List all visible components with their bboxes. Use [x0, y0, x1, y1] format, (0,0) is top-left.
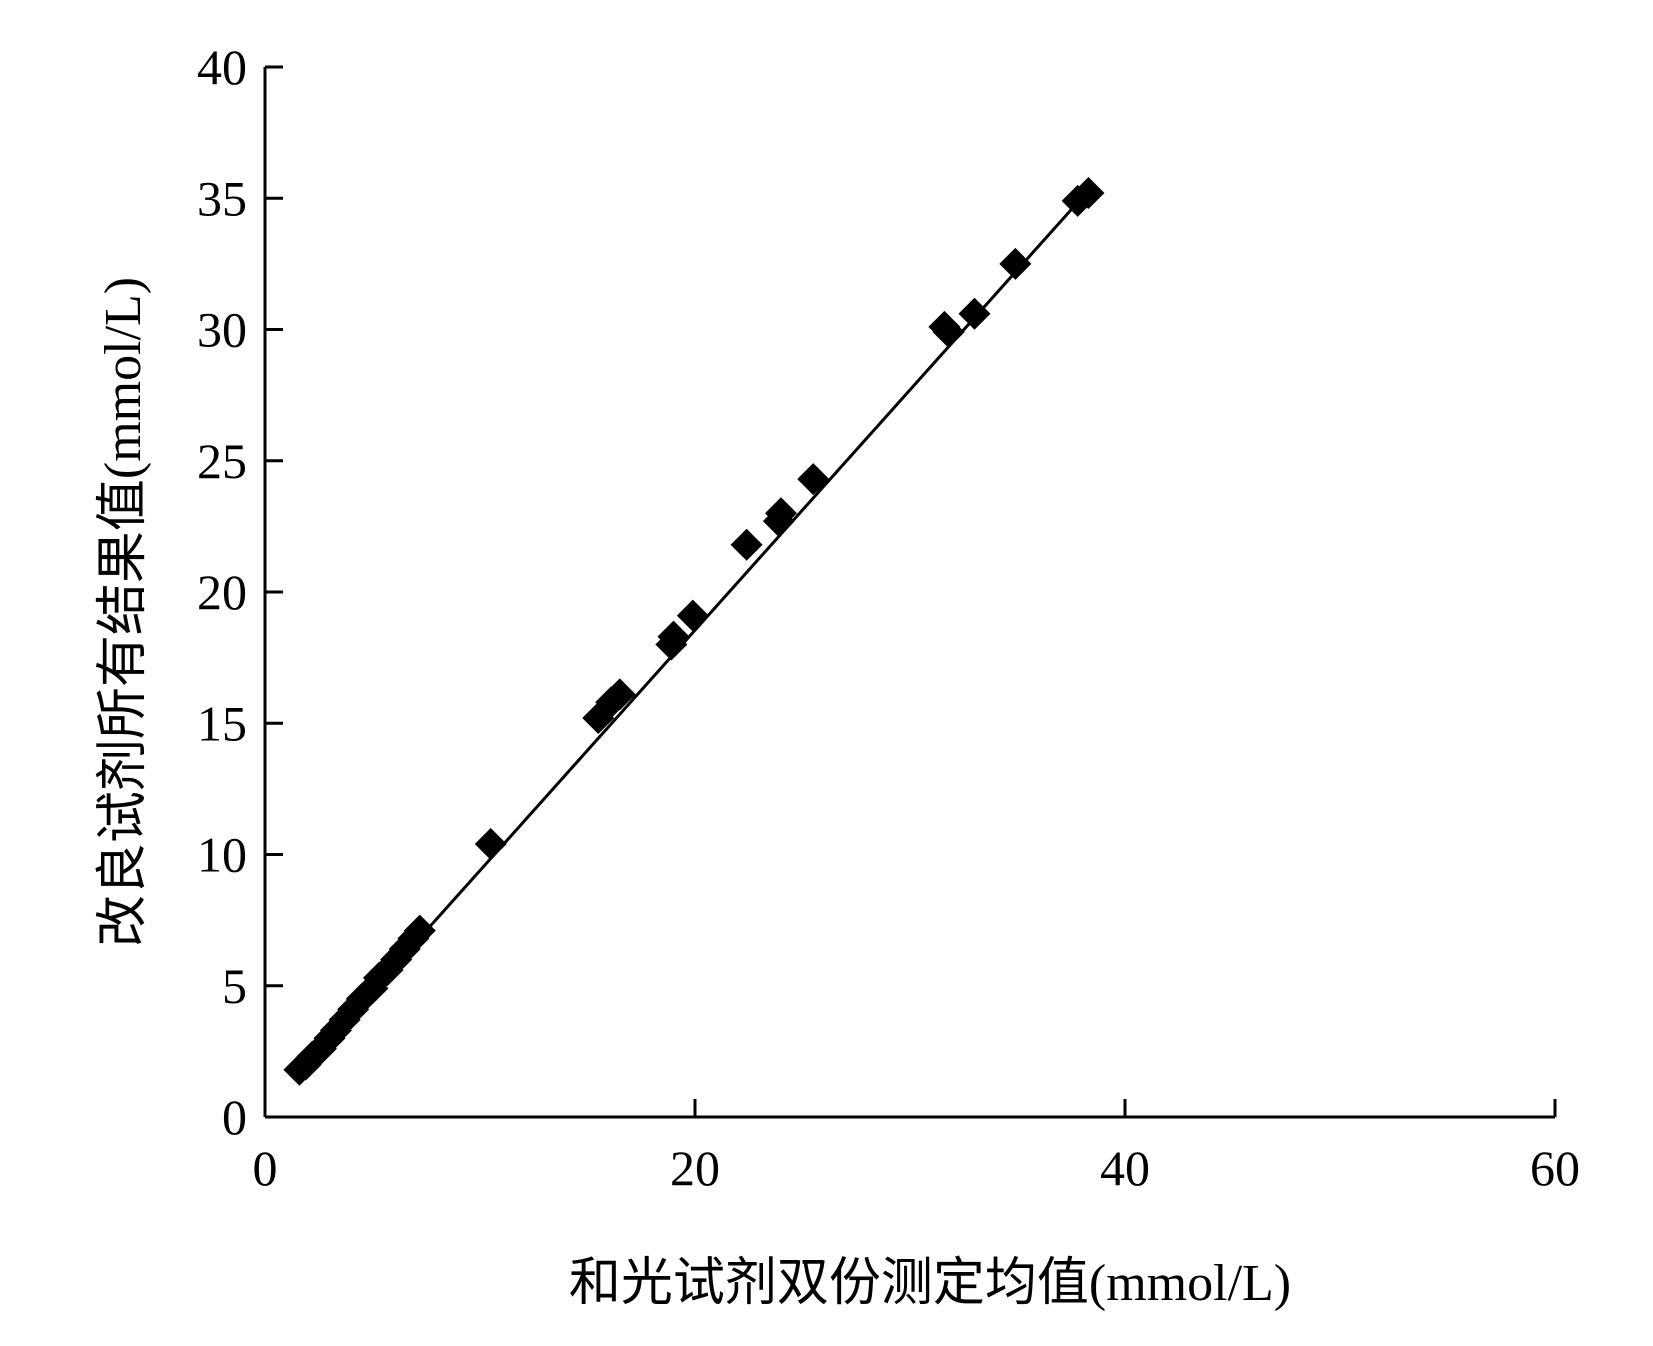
x-tick-label: 60: [1530, 1140, 1580, 1196]
x-tick-labels: 0 20 40 60: [253, 1140, 1581, 1196]
data-point: [474, 828, 507, 860]
y-tick-label: 15: [197, 695, 247, 751]
y-tick-label: 40: [197, 39, 247, 95]
x-axis-title: 和光试剂双份测定均值(mmol/L): [569, 1255, 1291, 1312]
data-point: [958, 297, 991, 330]
y-tick-label: 20: [197, 564, 247, 620]
data-point: [403, 914, 436, 947]
data-point: [932, 316, 965, 349]
data-point: [657, 620, 690, 653]
y-tick-label: 0: [222, 1089, 247, 1145]
data-point: [999, 247, 1032, 280]
data-point: [1072, 177, 1105, 209]
y-tick-labels: 0 5 10 15 20 25 30 35 40: [197, 39, 247, 1145]
data-point: [730, 528, 763, 561]
x-tick-label: 0: [253, 1140, 278, 1196]
y-tick-label: 30: [197, 302, 247, 358]
y-tick-label: 25: [197, 433, 247, 489]
data-point: [676, 599, 709, 632]
axes: [263, 65, 1557, 1119]
data-point: [797, 463, 830, 496]
y-tick-label: 35: [197, 170, 247, 226]
x-tick-label: 20: [670, 1140, 720, 1196]
data-point: [765, 497, 797, 530]
y-tick-label: 5: [222, 958, 247, 1014]
data-points: [283, 177, 1105, 1086]
y-tick-label: 10: [197, 827, 247, 883]
y-axis-title: 改良试剂所有结果值(mmol/L): [95, 277, 152, 947]
data-point: [603, 678, 636, 711]
x-tick-label: 40: [1100, 1140, 1150, 1196]
